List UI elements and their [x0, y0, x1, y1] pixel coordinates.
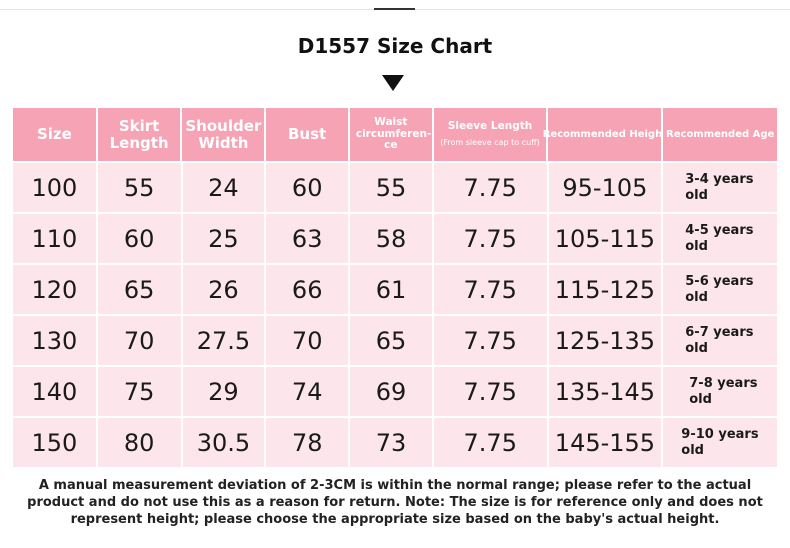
cell-recommended-height: 115-125	[548, 265, 662, 314]
header-sleeve-length: Sleeve Length (From sleeve cap to cuff)	[433, 108, 547, 161]
cell-size: 130	[13, 316, 96, 365]
cell-size: 100	[13, 163, 96, 212]
table-row: 110 60 25 63 58 7.75 105-115 4-5 years o…	[13, 214, 777, 263]
cell-shoulder-width: 27.5	[182, 316, 265, 365]
cell-recommended-age: 3-4 years old	[663, 163, 777, 212]
cell-size: 110	[13, 214, 96, 263]
cell-bust: 78	[266, 418, 349, 467]
cell-size: 140	[13, 367, 96, 416]
cell-sleeve-length: 7.75	[433, 214, 547, 263]
header-skirt-length: Skirt Length	[97, 108, 181, 161]
header-waist: Waist circumferen-ce	[349, 108, 432, 161]
cell-waist: 55	[350, 163, 432, 212]
measurement-note: A manual measurement deviation of 2-3CM …	[27, 478, 763, 527]
cell-sleeve-length: 7.75	[433, 163, 547, 212]
cell-waist: 58	[350, 214, 432, 263]
page-title: D1557 Size Chart	[297, 34, 493, 58]
header-recommended-age: Recommended Age	[663, 108, 777, 161]
cell-skirt-length: 70	[97, 316, 181, 365]
cell-waist: 73	[350, 418, 432, 467]
header-sleeve-length-sub: (From sleeve cap to cuff)	[440, 137, 540, 147]
down-arrow-icon	[382, 75, 404, 91]
cell-skirt-length: 55	[97, 163, 181, 212]
cell-recommended-height: 135-145	[548, 367, 662, 416]
cell-recommended-age: 4-5 years old	[663, 214, 777, 263]
cell-skirt-length: 80	[97, 418, 181, 467]
cell-waist: 61	[350, 265, 432, 314]
cell-recommended-height: 145-155	[548, 418, 662, 467]
size-chart-table: Size Skirt Length Shoulder Width Bust Wa…	[13, 108, 778, 467]
cell-recommended-height: 125-135	[548, 316, 662, 365]
cell-shoulder-width: 26	[182, 265, 265, 314]
cell-bust: 66	[266, 265, 349, 314]
cell-bust: 70	[266, 316, 349, 365]
table-row: 150 80 30.5 78 73 7.75 145-155 9-10 year…	[13, 418, 778, 467]
cell-sleeve-length: 7.75	[433, 316, 547, 365]
table-header-row: Size Skirt Length Shoulder Width Bust Wa…	[13, 108, 777, 161]
header-shoulder-width: Shoulder Width	[182, 108, 265, 161]
cell-sleeve-length: 7.75	[433, 265, 547, 314]
cell-bust: 60	[266, 163, 349, 212]
cell-recommended-age: 9-10 years old	[663, 418, 778, 467]
table-row: 120 65 26 66 61 7.75 115-125 5-6 years o…	[13, 265, 777, 314]
cell-waist: 69	[350, 367, 432, 416]
cell-sleeve-length: 7.75	[433, 367, 547, 416]
cell-sleeve-length: 7.75	[433, 418, 547, 467]
header-recommended-height: Recommended Height	[543, 108, 667, 161]
table-row: 130 70 27.5 70 65 7.75 125-135 6-7 years…	[13, 316, 777, 365]
cell-skirt-length: 75	[97, 367, 181, 416]
cell-shoulder-width: 30.5	[182, 418, 265, 467]
table-row: 100 55 24 60 55 7.75 95-105 3-4 years ol…	[13, 163, 777, 212]
header-bust: Bust	[266, 108, 348, 161]
cell-recommended-age: 5-6 years old	[663, 265, 777, 314]
cell-shoulder-width: 25	[182, 214, 265, 263]
cell-skirt-length: 60	[97, 214, 181, 263]
cell-recommended-age: 6-7 years old	[663, 316, 777, 365]
table-row: 140 75 29 74 69 7.75 135-145 7-8 years o…	[13, 367, 777, 416]
cell-size: 120	[13, 265, 96, 314]
cell-size: 150	[13, 418, 96, 467]
cell-bust: 63	[266, 214, 349, 263]
cell-recommended-age: 7-8 years old	[663, 367, 777, 416]
header-size: Size	[13, 108, 96, 161]
cell-bust: 74	[266, 367, 349, 416]
cell-waist: 65	[350, 316, 432, 365]
cell-shoulder-width: 29	[182, 367, 265, 416]
cell-shoulder-width: 24	[182, 163, 265, 212]
active-tab-indicator	[374, 8, 415, 10]
cell-recommended-height: 105-115	[548, 214, 662, 263]
cell-recommended-height: 95-105	[548, 163, 662, 212]
cell-skirt-length: 65	[97, 265, 181, 314]
